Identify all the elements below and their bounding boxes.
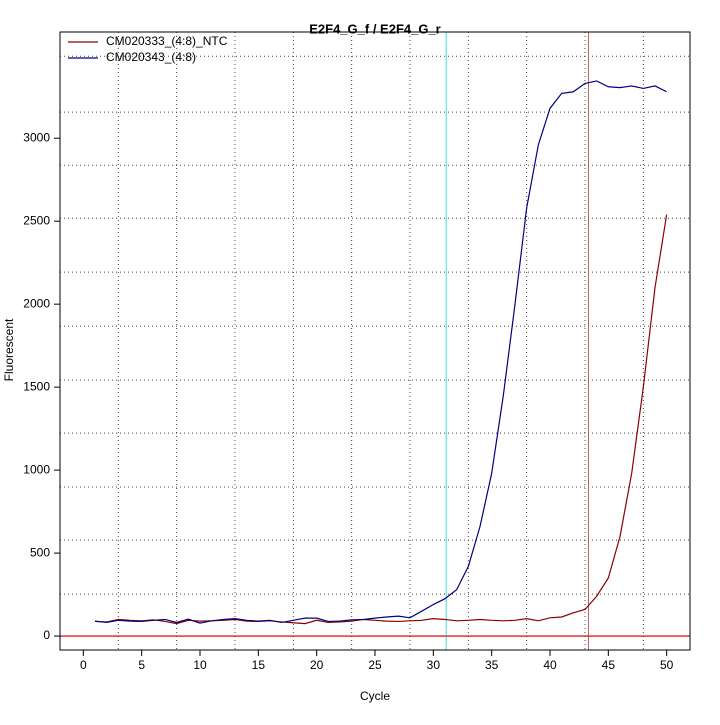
x-tick-label: 5 [138,658,145,672]
y-tick-label: 2500 [23,213,50,227]
legend-label: CM020333_(4:8)_NTC [106,34,228,48]
x-tick-label: 10 [193,658,207,672]
y-tick-label: 3000 [23,130,50,144]
x-tick-label: 50 [660,658,674,672]
plot-frame [59,31,691,651]
y-tick-label: 1500 [23,379,50,393]
legend-label: CM020343_(4:8) [106,50,196,64]
x-tick-label: 35 [485,658,499,672]
y-tick-label: 2000 [23,296,50,310]
x-tick-label: 30 [427,658,441,672]
x-tick-label: 25 [368,658,382,672]
x-axis-label: Cycle [360,689,390,703]
x-tick-label: 45 [602,658,616,672]
x-tick-label: 0 [80,658,87,672]
y-axis-label: Fluorescent [2,318,16,381]
y-tick-label: 1000 [23,462,50,476]
y-tick-label: 500 [30,545,50,559]
series-line [94,214,668,625]
x-tick-label: 15 [252,658,266,672]
series-line [94,80,667,624]
x-tick-label: 20 [310,658,324,672]
y-tick-label: 0 [43,628,50,642]
chart-title: E2F4_G_f / E2F4_G_r [309,21,441,36]
x-tick-label: 40 [543,658,557,672]
